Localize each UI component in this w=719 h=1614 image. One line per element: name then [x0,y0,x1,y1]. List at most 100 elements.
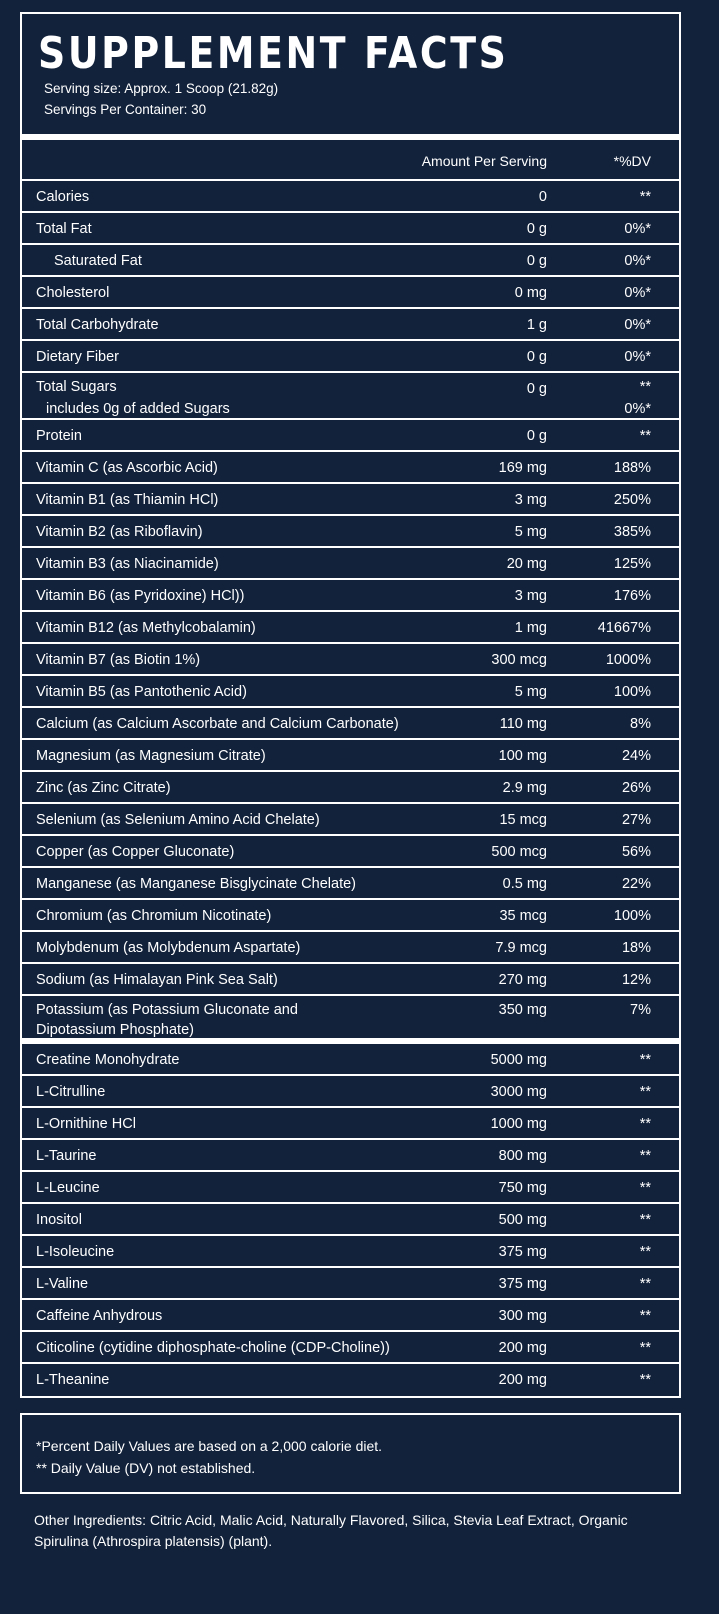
nutrient-dv: 385% [613,524,651,540]
table-row-vitamin-b3: Vitamin B3 (as Niacinamide) 20 mg 125% [22,548,679,580]
nutrient-amount: 0 g [526,221,547,237]
daily-value-footnote: *Percent Daily Values are based on a 2,0… [36,1438,383,1454]
nutrient-dv: 0%* [624,349,651,365]
table-row-molybdenum: Molybdenum (as Molybdenum Aspartate) 7.9… [22,932,679,964]
nutrient-name: Creatine Monohydrate [36,1052,180,1068]
nutrient-amount: 0 [538,189,547,205]
facts-header: SUPPLEMENT FACTS Serving size: Approx. 1… [22,14,679,140]
nutrient-name: Calcium (as Calcium Ascorbate and Calciu… [36,716,399,732]
servings-per-container: Servings Per Container: 30 [44,102,207,117]
nutrient-name: Manganese (as Manganese Bisglycinate Che… [36,876,356,892]
nutrient-dv: 22% [621,876,651,892]
table-row-protein: Protein 0 g ** [22,420,679,452]
table-header-row: Amount Per Serving *%DV [22,140,679,181]
nutrient-dv: 0%* [624,253,651,269]
table-row-calcium: Calcium (as Calcium Ascorbate and Calciu… [22,708,679,740]
table-row-citicoline: Citicoline (cytidine diphosphate-choline… [22,1332,679,1364]
nutrient-amount: 750 mg [498,1180,547,1196]
nutrient-amount: 0 g [526,381,547,397]
nutrient-amount: 3000 mg [490,1084,547,1100]
table-row-vitamin-c: Vitamin C (as Ascorbic Acid) 169 mg 188% [22,452,679,484]
nutrient-amount: 500 mcg [491,844,547,860]
nutrient-amount: 1 g [526,317,547,333]
nutrient-amount: 0 g [526,253,547,269]
nutrient-amount: 35 mcg [499,908,547,924]
nutrient-name: Vitamin B7 (as Biotin 1%) [36,652,201,668]
nutrient-dv: 0%* [624,285,651,301]
nutrient-amount: 5 mg [514,684,547,700]
nutrient-name: Vitamin B1 (as Thiamin HCl) [36,492,219,508]
nutrient-amount: 200 mg [498,1372,547,1388]
nutrient-name: Vitamin B6 (as Pyridoxine) HCl)) [36,588,245,604]
nutrient-dv: 1000% [605,652,651,668]
nutrient-dv: 7% [630,1002,651,1018]
nutrient-name: Vitamin B5 (as Pantothenic Acid) [36,684,247,700]
nutrient-dv: 176% [613,588,651,604]
table-row-l-theanine: L-Theanine 200 mg ** [22,1364,679,1396]
table-row-chromium: Chromium (as Chromium Nicotinate) 35 mcg… [22,900,679,932]
nutrient-name: L-Taurine [36,1148,97,1164]
nutrient-dv: 100% [613,684,651,700]
table-row-total-fat: Total Fat 0 g 0%* [22,213,679,245]
nutrient-name: L-Isoleucine [36,1244,115,1260]
nutrient-dv: 0%* [624,221,651,237]
nutrient-dv: ** [639,1116,651,1132]
table-row-caffeine: Caffeine Anhydrous 300 mg ** [22,1300,679,1332]
nutrient-dv: 0%* [624,317,651,333]
nutrient-amount: 169 mg [498,460,547,476]
nutrient-name: Potassium (as Potassium Gluconate and Di… [36,1002,298,1038]
table-row-vitamin-b5: Vitamin B5 (as Pantothenic Acid) 5 mg 10… [22,676,679,708]
nutrient-name: Total Sugars [36,379,117,395]
nutrient-amount: 500 mg [498,1212,547,1228]
serving-size: Serving size: Approx. 1 Scoop (21.82g) [44,81,279,96]
nutrient-name: Sodium (as Himalayan Pink Sea Salt) [36,972,278,988]
nutrient-dv: ** [639,1148,651,1164]
nutrient-name: Magnesium (as Magnesium Citrate) [36,748,266,764]
nutrient-dv: ** [639,1340,651,1356]
table-row-vitamin-b2: Vitamin B2 (as Riboflavin) 5 mg 385% [22,516,679,548]
table-row-manganese: Manganese (as Manganese Bisglycinate Che… [22,868,679,900]
nutrient-dv: 8% [630,716,651,732]
nutrient-amount: 200 mg [498,1340,547,1356]
table-row-cholesterol: Cholesterol 0 mg 0%* [22,277,679,309]
nutrient-dv: 18% [621,940,651,956]
table-row-total-carbohydrate: Total Carbohydrate 1 g 0%* [22,309,679,341]
nutrient-amount: 1000 mg [490,1116,547,1132]
nutrient-dv: ** [639,1308,651,1324]
nutrient-dv: ** [639,189,651,205]
table-row-vitamin-b1: Vitamin B1 (as Thiamin HCl) 3 mg 250% [22,484,679,516]
nutrient-name: Total Carbohydrate [36,317,159,333]
nutrient-dv: 24% [621,748,651,764]
nutrient-name: Total Fat [36,221,92,237]
dv-header: *%DV [613,153,651,169]
nutrient-amount: 0.5 mg [502,876,547,892]
table-row-zinc: Zinc (as Zinc Citrate) 2.9 mg 26% [22,772,679,804]
nutrient-dv: 56% [621,844,651,860]
nutrient-amount: 300 mcg [491,652,547,668]
table-row-inositol: Inositol 500 mg ** [22,1204,679,1236]
nutrient-amount: 20 mg [506,556,547,572]
nutrient-amount: 0 g [526,349,547,365]
nutrient-name: Cholesterol [36,285,110,301]
nutrient-dv: 26% [621,780,651,796]
footnotes-box: *Percent Daily Values are based on a 2,0… [20,1413,681,1494]
nutrient-dv: ** [639,1212,651,1228]
nutrient-name: L-Leucine [36,1180,100,1196]
table-row-vitamin-b7: Vitamin B7 (as Biotin 1%) 300 mcg 1000% [22,644,679,676]
nutrient-name: Protein [36,428,82,444]
table-row-l-citrulline: L-Citrulline 3000 mg ** [22,1076,679,1108]
table-row-calories: Calories 0 ** [22,181,679,213]
nutrient-dv: 27% [621,812,651,828]
nutrient-name: Caffeine Anhydrous [36,1308,163,1324]
nutrient-name: Vitamin B3 (as Niacinamide) [36,556,219,572]
facts-title: SUPPLEMENT FACTS [38,28,509,79]
nutrient-amount: 300 mg [498,1308,547,1324]
nutrient-amount: 5 mg [514,524,547,540]
nutrient-dv: ** [639,428,651,444]
nutrient-amount: 375 mg [498,1276,547,1292]
nutrient-amount: 0 g [526,428,547,444]
nutrient-name: L-Theanine [36,1372,110,1388]
nutrient-dv: ** [639,1244,651,1260]
nutrient-dv: ** [639,1372,651,1388]
nutrient-dv: 41667% [597,620,651,636]
